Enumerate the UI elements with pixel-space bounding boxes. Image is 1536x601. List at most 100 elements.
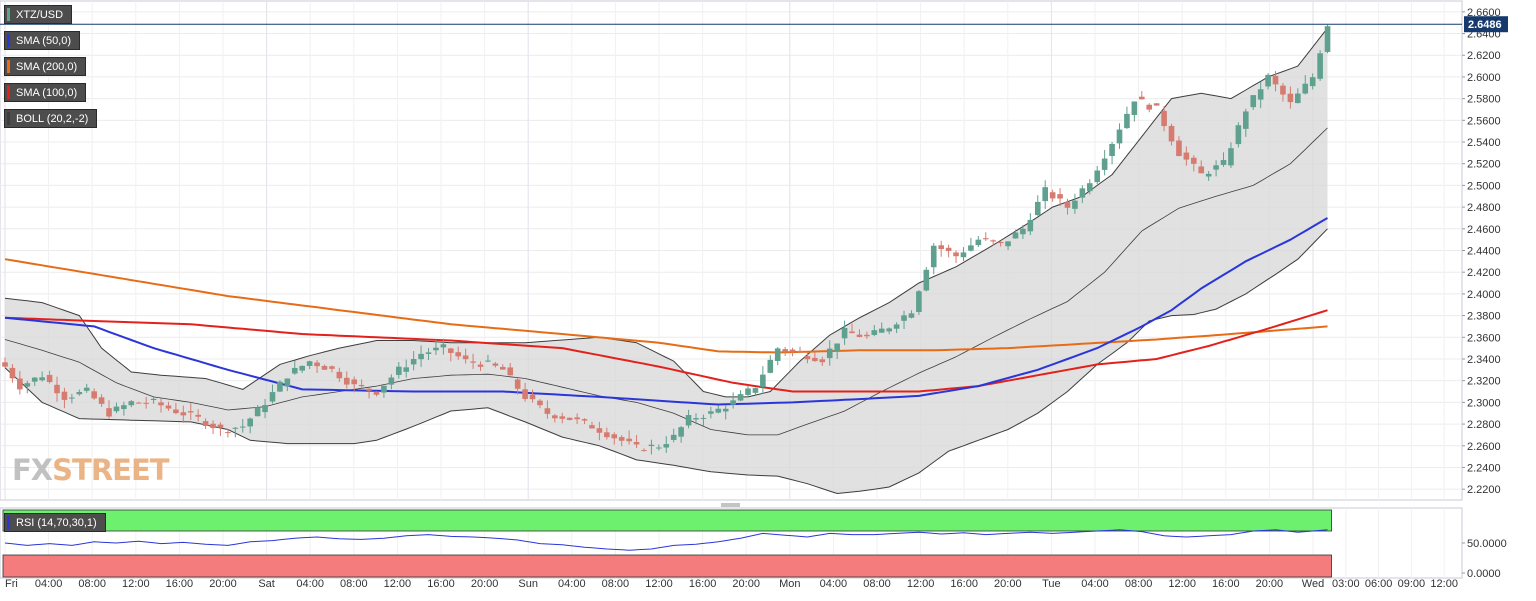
rsi-tick-label: 0.0000 bbox=[1467, 568, 1501, 580]
candle-up bbox=[1086, 183, 1093, 192]
candle-down bbox=[165, 405, 172, 409]
candle-down bbox=[1049, 192, 1056, 199]
candle-up bbox=[299, 365, 305, 371]
x-tick-label: 12:00 bbox=[122, 578, 150, 590]
legend-sma100[interactable]: SMA (100,0) bbox=[4, 83, 87, 102]
candle-up bbox=[1094, 170, 1101, 183]
candle-down bbox=[819, 359, 826, 363]
x-tick-label: 08:00 bbox=[602, 578, 630, 590]
candle-down bbox=[812, 357, 818, 362]
candle-up bbox=[247, 418, 253, 427]
candle-down bbox=[358, 384, 365, 387]
candle-down bbox=[366, 388, 372, 391]
candle-up bbox=[1265, 74, 1271, 87]
candle-down bbox=[507, 367, 514, 376]
legend-rsi-label: RSI (14,70,30,1) bbox=[16, 517, 97, 529]
candle-up bbox=[767, 359, 774, 373]
x-tick-label: 03:00 bbox=[1332, 578, 1360, 590]
y-tick-label: 2.3800 bbox=[1467, 311, 1501, 323]
candle-up bbox=[1042, 187, 1048, 202]
candle-down bbox=[106, 408, 112, 417]
candle-down bbox=[537, 400, 543, 406]
legend-rsi[interactable]: RSI (14,70,30,1) bbox=[4, 513, 106, 532]
x-tick-label: 04:00 bbox=[558, 578, 586, 590]
y-tick-label: 2.3400 bbox=[1467, 354, 1501, 366]
candle-up bbox=[232, 427, 239, 429]
candle-up bbox=[893, 324, 900, 329]
candle-up bbox=[291, 367, 298, 374]
candle-up bbox=[1324, 26, 1331, 52]
y-tick-label: 2.6600 bbox=[1467, 7, 1501, 19]
candle-up bbox=[284, 378, 291, 387]
legend-sma50[interactable]: SMA (50,0) bbox=[4, 31, 81, 50]
candle-down bbox=[1280, 85, 1286, 95]
y-tick-label: 2.3200 bbox=[1467, 376, 1501, 388]
candle-up bbox=[1027, 219, 1034, 232]
rsi-overbought-zone bbox=[2, 509, 1332, 532]
candle-up bbox=[968, 245, 974, 251]
y-tick-label: 2.2600 bbox=[1467, 441, 1501, 453]
candle-down bbox=[321, 365, 328, 370]
x-tick-label: 12:00 bbox=[384, 578, 412, 590]
candle-up bbox=[1012, 232, 1019, 239]
y-tick-label: 2.6200 bbox=[1467, 50, 1501, 62]
candle-up bbox=[1213, 165, 1219, 170]
candle-up bbox=[254, 407, 261, 417]
candle-up bbox=[752, 388, 759, 393]
x-tick-label: 16:00 bbox=[689, 578, 717, 590]
legend-symbol[interactable]: XTZ/USD bbox=[4, 5, 73, 24]
x-tick-label: 08:00 bbox=[78, 578, 106, 590]
y-tick-label: 2.4000 bbox=[1467, 289, 1501, 301]
x-tick-label: 12:00 bbox=[1430, 578, 1458, 590]
candle-up bbox=[648, 444, 655, 447]
candle-down bbox=[135, 402, 142, 404]
candle-up bbox=[700, 417, 707, 419]
candle-up bbox=[1235, 125, 1242, 145]
legend-boll[interactable]: BOLL (20,2,-2) bbox=[4, 109, 98, 128]
candle-down bbox=[477, 364, 484, 367]
candle-up bbox=[24, 383, 31, 387]
candle-up bbox=[760, 374, 766, 387]
x-tick-label: 04:00 bbox=[820, 578, 848, 590]
candle-down bbox=[1153, 103, 1160, 106]
legend-sma100-label: SMA (100,0) bbox=[16, 87, 78, 99]
candle-up bbox=[834, 343, 840, 352]
candle-down bbox=[9, 367, 16, 379]
candle-down bbox=[500, 366, 506, 370]
candle-up bbox=[277, 381, 283, 392]
candle-up bbox=[395, 366, 402, 375]
candle-up bbox=[901, 315, 907, 321]
y-tick-label: 2.3600 bbox=[1467, 332, 1501, 344]
candle-up bbox=[730, 400, 736, 405]
candle-down bbox=[46, 374, 53, 383]
candle-up bbox=[715, 408, 722, 413]
sma50-color-swatch bbox=[7, 34, 10, 47]
rsi-oversold-zone bbox=[2, 554, 1332, 578]
candle-down bbox=[864, 334, 870, 337]
candle-up bbox=[826, 348, 833, 359]
candle-up bbox=[239, 426, 246, 428]
y-tick-label: 2.4800 bbox=[1467, 202, 1501, 214]
candle-up bbox=[1034, 201, 1041, 216]
candle-down bbox=[1146, 104, 1153, 110]
candle-up bbox=[745, 388, 751, 395]
legend-sma200[interactable]: SMA (200,0) bbox=[4, 57, 87, 76]
boll-color-swatch bbox=[7, 112, 10, 125]
current-price-tag bbox=[1464, 16, 1508, 33]
candle-up bbox=[878, 328, 885, 333]
candle-down bbox=[641, 450, 647, 452]
candle-down bbox=[17, 378, 23, 390]
bollinger-band-fill bbox=[5, 28, 1328, 494]
candle-up bbox=[306, 361, 313, 366]
y-tick-label: 2.4600 bbox=[1467, 224, 1501, 236]
x-tick-label: 16:00 bbox=[1212, 578, 1240, 590]
bollinger-middle-line bbox=[4, 127, 1328, 436]
candle-up bbox=[1250, 95, 1257, 108]
candle-up bbox=[403, 367, 410, 372]
candle-up bbox=[1295, 93, 1301, 104]
candle-down bbox=[448, 348, 454, 353]
candle-up bbox=[1309, 77, 1316, 87]
sma100-line bbox=[4, 309, 1328, 393]
